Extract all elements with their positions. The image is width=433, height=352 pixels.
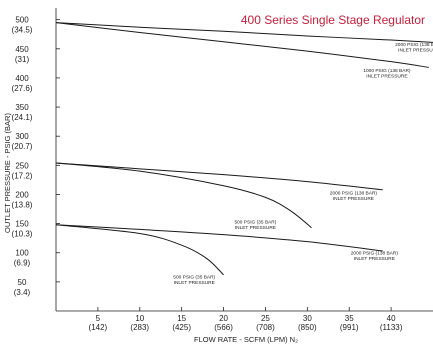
y-tick-label: 50 xyxy=(18,278,27,287)
y-tick-label: 400 xyxy=(15,74,29,83)
y-tick-sublabel: (34.5) xyxy=(12,26,33,35)
series-line-5 xyxy=(55,224,383,252)
x-tick-sublabel: (991) xyxy=(340,323,359,332)
x-tick-label: 40 xyxy=(387,314,396,323)
chart-title: 400 Series Single Stage Regulator xyxy=(241,13,425,27)
x-axis-label: FLOW RATE - SCFM (LPM) N₂ xyxy=(194,335,298,344)
y-tick-label: 300 xyxy=(15,132,29,141)
x-tick-label: 25 xyxy=(261,314,270,323)
series-annotation-5: 2000 PSIG (138 BAR) xyxy=(351,250,399,256)
series-group xyxy=(55,22,433,276)
x-tick-sublabel: (425) xyxy=(172,323,191,332)
series-annotation-4-sub: INLET PRESSURE xyxy=(235,225,276,231)
series-annotation-6-sub: INLET PRESSURE xyxy=(174,280,215,286)
series-line-4 xyxy=(55,162,312,229)
y-tick-sublabel: (13.8) xyxy=(12,200,33,209)
series-annotation-2-sub: INLET PRESSURE xyxy=(366,74,407,80)
x-tick-label: 10 xyxy=(135,314,144,323)
series-annotation-1-sub: INLET PRESSURE xyxy=(398,47,433,53)
y-tick-sublabel: (10.3) xyxy=(12,230,33,239)
annotations: 2000 PSIG (138 BAR)INLET PRESSURE1000 PS… xyxy=(173,42,433,286)
x-tick-label: 20 xyxy=(219,314,228,323)
y-tick-label: 100 xyxy=(15,249,29,258)
series-line-3 xyxy=(55,162,383,191)
series-line-6 xyxy=(55,224,224,276)
y-tick-sublabel: (6.9) xyxy=(14,259,31,268)
x-tick-sublabel: (142) xyxy=(89,323,108,332)
x-tick-sublabel: (566) xyxy=(214,323,233,332)
y-tick-sublabel: (17.2) xyxy=(12,171,33,180)
y-tick-label: 350 xyxy=(15,103,29,112)
x-tick-label: 15 xyxy=(177,314,186,323)
x-tick-sublabel: (708) xyxy=(256,323,275,332)
series-annotation-3: 2000 PSIG (138 BAR) xyxy=(330,190,378,196)
y-tick-sublabel: (31) xyxy=(15,55,30,64)
x-tick-label: 35 xyxy=(345,314,354,323)
x-tick-sublabel: (1133) xyxy=(380,323,403,332)
y-tick-sublabel: (27.6) xyxy=(12,84,33,93)
series-annotation-2: 1000 PSIG (138 BAR) xyxy=(363,68,411,74)
y-tick-sublabel: (20.7) xyxy=(12,142,33,151)
y-tick-label: 500 xyxy=(15,16,29,25)
series-line-2 xyxy=(55,22,429,68)
series-annotation-6: 500 PSIG (35 BAR) xyxy=(173,274,215,280)
y-tick-label: 450 xyxy=(15,45,29,54)
x-tick-label: 30 xyxy=(303,314,312,323)
series-annotation-4: 500 PSIG (35 BAR) xyxy=(234,220,276,226)
y-tick-label: 250 xyxy=(15,161,29,170)
y-tick-sublabel: (3.4) xyxy=(14,288,31,297)
x-tick-sublabel: (850) xyxy=(298,323,317,332)
x-tick-sublabel: (283) xyxy=(130,323,149,332)
axes: 500(34.5) 450(31) 400(27.6) 350(24.1) 300(20… xyxy=(12,8,433,332)
y-axis-label: OUTLET PRESSURE - PSIG (BAR) xyxy=(3,113,12,233)
series-annotation-3-sub: INLET PRESSURE xyxy=(333,196,374,202)
series-annotation-5-sub: INLET PRESSURE xyxy=(354,256,395,262)
x-tick-label: 5 xyxy=(96,314,101,323)
series-line-1 xyxy=(55,22,433,43)
y-tick-sublabel: (24.1) xyxy=(12,113,33,122)
y-tick-label: 200 xyxy=(15,190,29,199)
y-tick-label: 150 xyxy=(15,220,29,229)
series-annotation-1: 2000 PSIG (138 BAR) xyxy=(395,42,433,48)
